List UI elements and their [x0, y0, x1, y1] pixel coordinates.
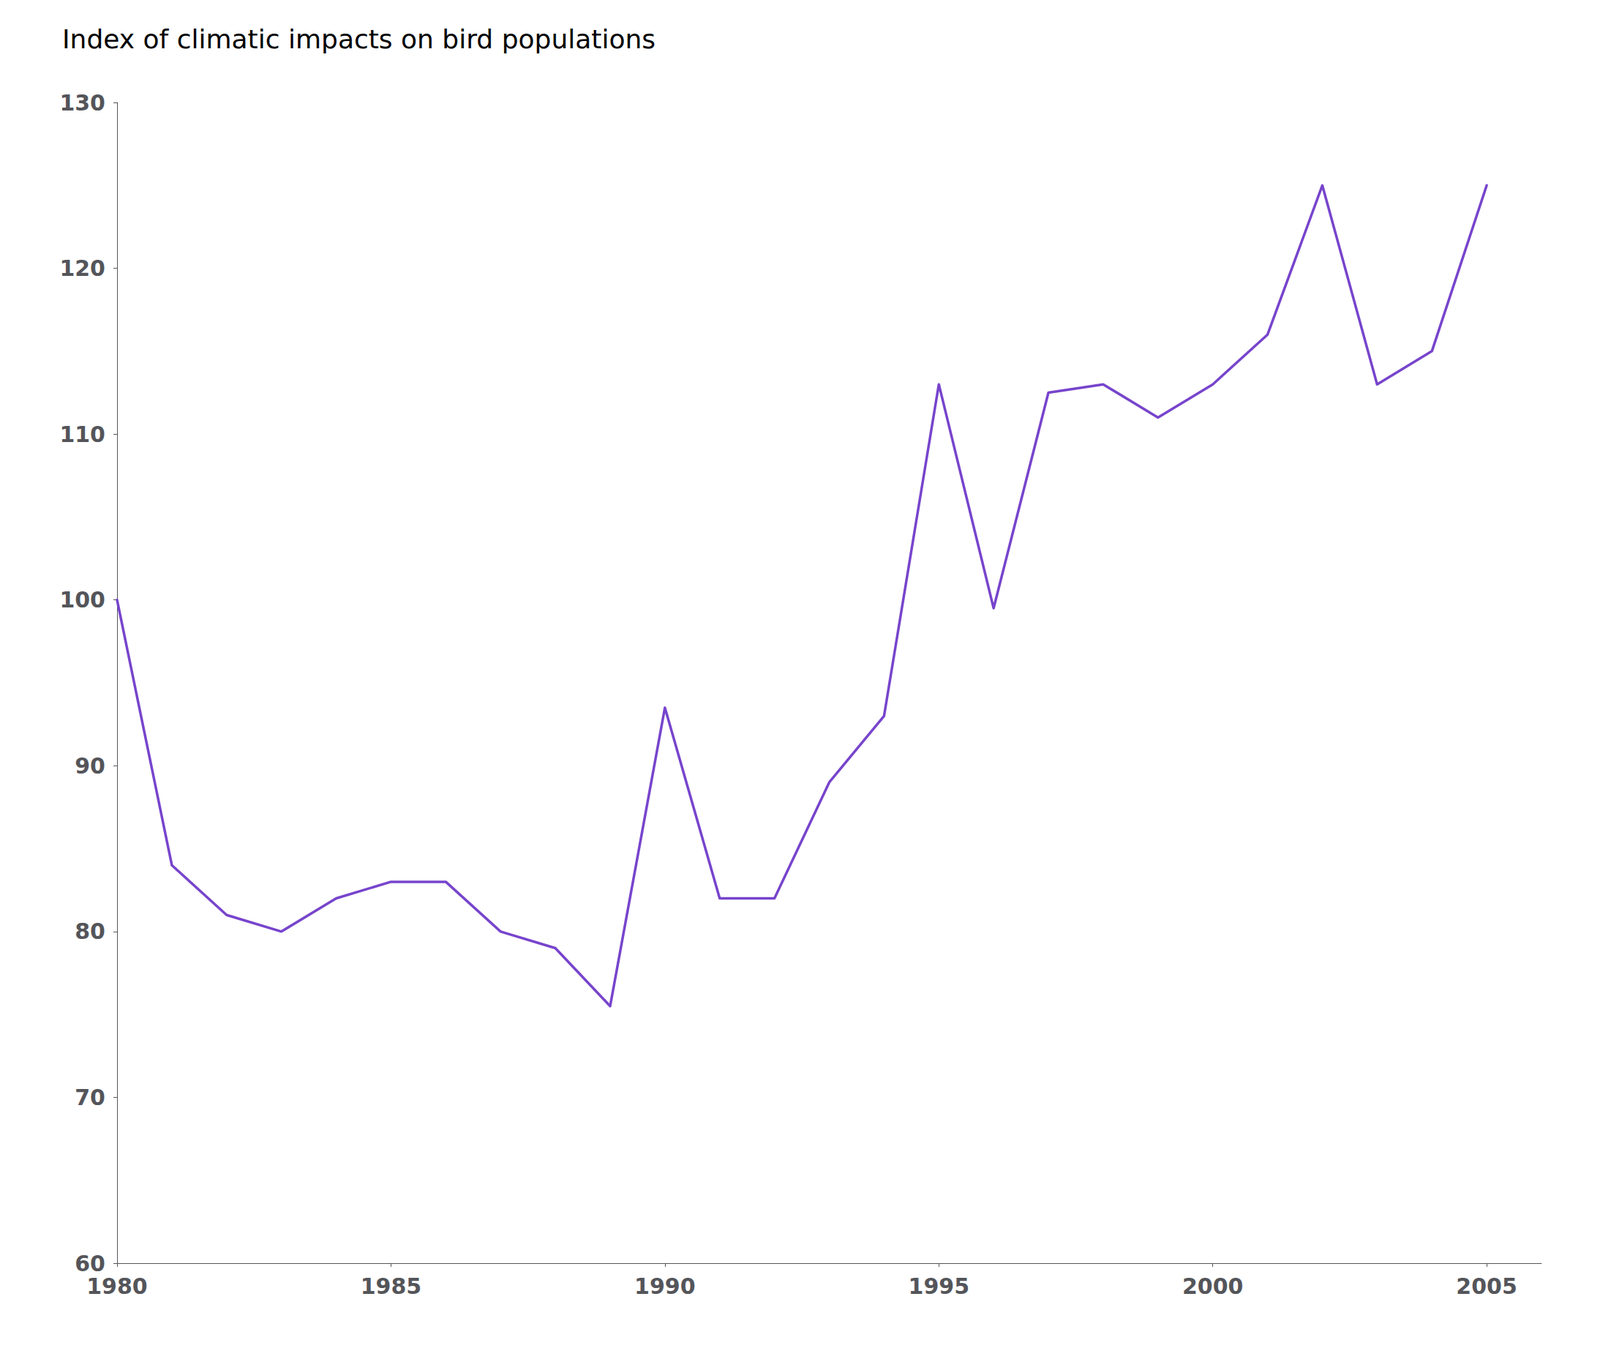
svg-text:1995: 1995: [908, 1272, 971, 1299]
svg-text:120: 120: [59, 255, 106, 281]
svg-text:90: 90: [74, 752, 106, 779]
svg-text:1985: 1985: [360, 1272, 423, 1299]
svg-text:80: 80: [74, 918, 106, 944]
svg-text:130: 130: [59, 89, 106, 116]
svg-text:110: 110: [59, 421, 106, 448]
svg-text:Index of climatic impacts on b: Index of climatic impacts on bird popula…: [62, 24, 656, 55]
svg-text:100: 100: [59, 586, 106, 613]
svg-text:1980: 1980: [86, 1272, 148, 1299]
svg-text:70: 70: [74, 1084, 106, 1110]
svg-text:2000: 2000: [1182, 1272, 1244, 1299]
svg-text:1990: 1990: [634, 1272, 696, 1299]
svg-text:60: 60: [74, 1250, 106, 1276]
svg-text:2005: 2005: [1455, 1272, 1517, 1299]
